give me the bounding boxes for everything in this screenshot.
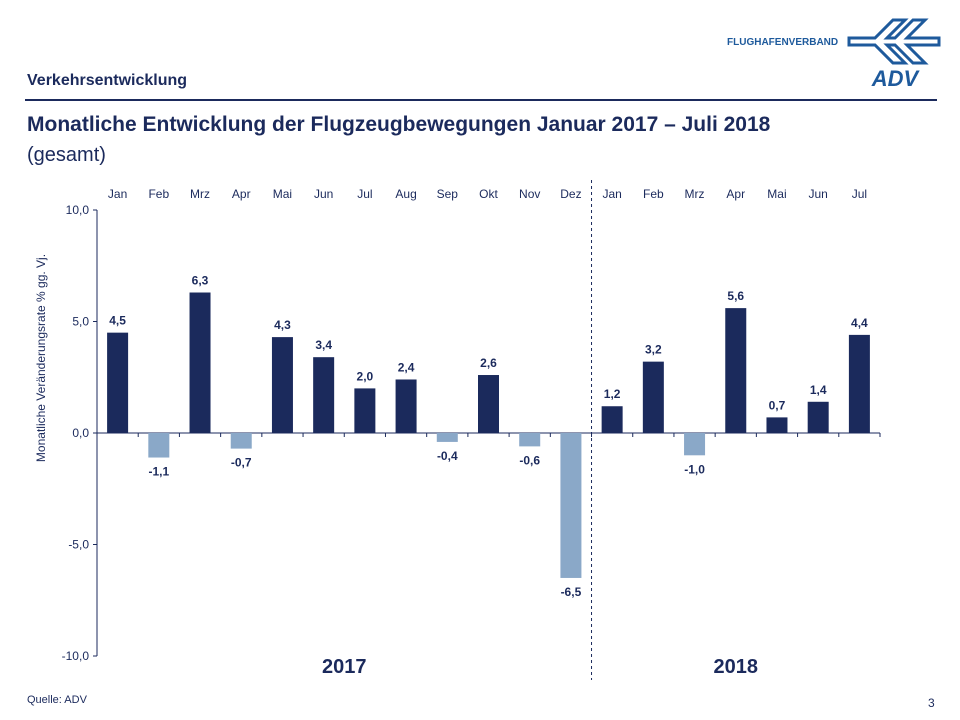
- y-tick-label: 0,0: [72, 426, 89, 440]
- data-label: 4,3: [274, 318, 291, 332]
- bar: [107, 332, 129, 433]
- x-tick-label: Aug: [395, 187, 416, 201]
- x-tick-label: Jan: [108, 187, 127, 201]
- bar: [395, 379, 417, 433]
- x-tick-label: Sep: [437, 187, 459, 201]
- data-label: 0,7: [769, 398, 786, 412]
- bar: [725, 308, 747, 433]
- x-tick-label: Jan: [602, 187, 621, 201]
- page-number: 3: [928, 696, 935, 710]
- data-label: -1,1: [148, 465, 169, 479]
- data-label: 1,4: [810, 383, 827, 397]
- x-tick-label: Dez: [560, 187, 581, 201]
- data-label: 2,4: [398, 360, 415, 374]
- bar: [230, 433, 252, 449]
- bar: [354, 388, 376, 433]
- bar: [601, 406, 623, 433]
- x-tick-label: Jul: [357, 187, 372, 201]
- adv-logo: ADV: [847, 18, 941, 90]
- bar: [189, 292, 211, 433]
- y-tick-label: 5,0: [72, 315, 89, 329]
- x-tick-label: Okt: [479, 187, 498, 201]
- data-label: 4,5: [109, 314, 126, 328]
- bar: [148, 433, 170, 458]
- bar: [807, 401, 829, 433]
- data-label: -6,5: [561, 585, 582, 599]
- y-axis-label: Monatliche Veränderungsrate % gg. Vj.: [34, 254, 48, 462]
- bar: [684, 433, 706, 456]
- data-label: 3,4: [315, 338, 332, 352]
- x-tick-label: Mrz: [685, 187, 705, 201]
- data-label: 1,2: [604, 387, 621, 401]
- data-label: -0,4: [437, 449, 458, 463]
- bar: [642, 361, 664, 433]
- x-tick-label: Feb: [643, 187, 664, 201]
- svg-text:ADV: ADV: [871, 66, 921, 90]
- x-tick-label: Apr: [232, 187, 251, 201]
- bar: [519, 433, 541, 447]
- bar: [766, 417, 788, 433]
- data-label: 3,2: [645, 343, 662, 357]
- x-tick-label: Jun: [314, 187, 333, 201]
- page-subtitle: (gesamt): [27, 144, 106, 166]
- x-tick-label: Jul: [852, 187, 867, 201]
- data-label: 6,3: [192, 274, 209, 288]
- bar: [271, 337, 293, 433]
- bar: [478, 375, 499, 433]
- x-tick-label: Mrz: [190, 187, 210, 201]
- bar: [848, 334, 870, 433]
- data-label: -0,6: [519, 453, 540, 467]
- section-title: Verkehrsentwicklung: [27, 72, 188, 89]
- page-title: Monatliche Entwicklung der Flugzeugbeweg…: [27, 113, 771, 136]
- group-label: 2018: [714, 656, 759, 678]
- bar: [560, 433, 582, 578]
- data-label: 2,0: [357, 369, 374, 383]
- x-tick-label: Nov: [519, 187, 540, 201]
- y-tick-label: -10,0: [62, 649, 90, 663]
- data-label: -0,7: [231, 456, 252, 470]
- x-tick-label: Mai: [273, 187, 292, 201]
- x-tick-label: Mai: [767, 187, 786, 201]
- header-divider: [25, 99, 937, 101]
- x-tick-label: Apr: [726, 187, 745, 201]
- y-tick-label: 10,0: [66, 203, 90, 217]
- bar: [313, 357, 335, 433]
- x-tick-label: Feb: [148, 187, 169, 201]
- data-label: 4,4: [851, 316, 868, 330]
- data-label: 2,6: [480, 356, 497, 370]
- bar: [436, 433, 458, 442]
- logo-text: FLUGHAFENVERBAND: [727, 37, 839, 48]
- data-label: 5,6: [727, 289, 744, 303]
- source-note: Quelle: ADV: [27, 694, 87, 706]
- data-label: -1,0: [684, 462, 705, 476]
- group-label: 2017: [322, 656, 367, 678]
- x-tick-label: Jun: [809, 187, 828, 201]
- y-tick-label: -5,0: [68, 538, 89, 552]
